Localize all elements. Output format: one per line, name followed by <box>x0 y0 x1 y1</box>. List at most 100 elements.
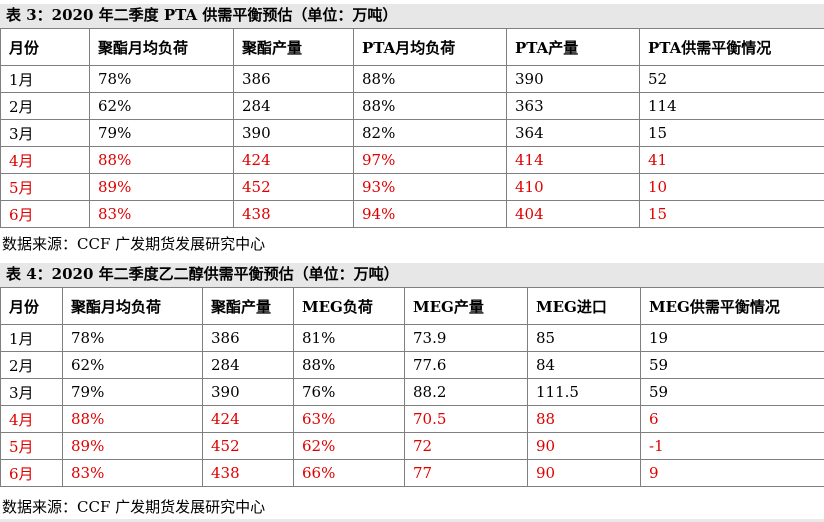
cell-month: 1月 <box>0 324 63 352</box>
cell-meg-balance: -1 <box>640 432 824 460</box>
cell-pta-output: 410 <box>506 173 640 201</box>
cell-month: 4月 <box>0 405 63 433</box>
cell-polyester-load: 88% <box>62 405 203 433</box>
table-3-title: 表 3：2020 年二季度 PTA 供需平衡预估（单位：万吨） <box>0 4 824 28</box>
cell-month: 3月 <box>0 378 63 406</box>
cell-polyester-load: 83% <box>89 200 234 228</box>
cell-polyester-output: 424 <box>202 405 294 433</box>
meg-balance-table: 月份 聚酯月均负荷 聚酯产量 MEG负荷 MEG产量 MEG进口 MEG供需平衡… <box>0 287 824 487</box>
header-meg-output: MEG产量 <box>404 287 528 325</box>
table-row-forecast: 4月 88% 424 97% 414 41 <box>0 146 824 174</box>
cell-polyester-load: 83% <box>62 459 203 487</box>
header-pta-output: PTA产量 <box>506 28 640 66</box>
table-row-forecast: 5月 89% 452 62% 72 90 -1 <box>0 432 824 460</box>
cell-meg-balance: 59 <box>640 378 824 406</box>
header-polyester-load: 聚酯月均负荷 <box>62 287 203 325</box>
cell-pta-balance: 15 <box>639 119 824 147</box>
cell-pta-balance: 10 <box>639 173 824 201</box>
table-row: 3月 79% 390 76% 88.2 111.5 59 <box>0 378 824 406</box>
cell-meg-balance: 19 <box>640 324 824 352</box>
cell-month: 5月 <box>0 173 90 201</box>
cell-pta-output: 363 <box>506 92 640 120</box>
cell-polyester-output: 284 <box>233 92 354 120</box>
cell-polyester-load: 89% <box>89 173 234 201</box>
page-bottom-edge <box>0 519 824 522</box>
cell-meg-output: 72 <box>404 432 528 460</box>
cell-meg-load: 66% <box>293 459 405 487</box>
table-row: 3月 79% 390 82% 364 15 <box>0 119 824 147</box>
table-row: 2月 62% 284 88% 363 114 <box>0 92 824 120</box>
cell-polyester-output: 438 <box>202 459 294 487</box>
cell-meg-import: 90 <box>527 432 641 460</box>
cell-meg-load: 63% <box>293 405 405 433</box>
cell-pta-balance: 15 <box>639 200 824 228</box>
cell-pta-load: 94% <box>353 200 507 228</box>
pta-balance-table: 月份 聚酯月均负荷 聚酯产量 PTA月均负荷 PTA产量 PTA供需平衡情况 1… <box>0 28 824 228</box>
table-header-row: 月份 聚酯月均负荷 聚酯产量 MEG负荷 MEG产量 MEG进口 MEG供需平衡… <box>0 287 824 325</box>
header-month: 月份 <box>0 28 90 66</box>
cell-month: 1月 <box>0 65 90 93</box>
header-polyester-load: 聚酯月均负荷 <box>89 28 234 66</box>
table-row: 1月 78% 386 88% 390 52 <box>0 65 824 93</box>
cell-meg-load: 81% <box>293 324 405 352</box>
cell-month: 6月 <box>0 200 90 228</box>
cell-polyester-load: 62% <box>62 351 203 379</box>
cell-pta-load: 88% <box>353 65 507 93</box>
cell-polyester-output: 390 <box>202 378 294 406</box>
cell-meg-load: 62% <box>293 432 405 460</box>
cell-polyester-load: 79% <box>62 378 203 406</box>
cell-meg-balance: 9 <box>640 459 824 487</box>
cell-pta-output: 404 <box>506 200 640 228</box>
table-row: 2月 62% 284 88% 77.6 84 59 <box>0 351 824 379</box>
cell-pta-output: 364 <box>506 119 640 147</box>
cell-meg-import: 111.5 <box>527 378 641 406</box>
table-4-source-note: 数据来源：CCF 广发期货发展研究中心 <box>2 498 266 516</box>
cell-meg-output: 77.6 <box>404 351 528 379</box>
cell-month: 3月 <box>0 119 90 147</box>
cell-pta-output: 390 <box>506 65 640 93</box>
cell-month: 2月 <box>0 92 90 120</box>
header-pta-balance: PTA供需平衡情况 <box>639 28 824 66</box>
cell-polyester-load: 79% <box>89 119 234 147</box>
cell-polyester-load: 62% <box>89 92 234 120</box>
header-pta-load: PTA月均负荷 <box>353 28 507 66</box>
cell-polyester-output: 386 <box>202 324 294 352</box>
cell-month: 2月 <box>0 351 63 379</box>
table-3-source-note: 数据来源：CCF 广发期货发展研究中心 <box>2 235 266 253</box>
cell-month: 6月 <box>0 459 63 487</box>
cell-polyester-output: 452 <box>202 432 294 460</box>
table-row: 1月 78% 386 81% 73.9 85 19 <box>0 324 824 352</box>
cell-meg-output: 88.2 <box>404 378 528 406</box>
cell-polyester-output: 438 <box>233 200 354 228</box>
cell-pta-balance: 52 <box>639 65 824 93</box>
cell-meg-import: 84 <box>527 351 641 379</box>
cell-polyester-load: 89% <box>62 432 203 460</box>
cell-pta-load: 97% <box>353 146 507 174</box>
header-meg-load: MEG负荷 <box>293 287 405 325</box>
cell-month: 5月 <box>0 432 63 460</box>
table-row-forecast: 6月 83% 438 66% 77 90 9 <box>0 459 824 487</box>
cell-polyester-load: 78% <box>62 324 203 352</box>
cell-meg-load: 76% <box>293 378 405 406</box>
header-polyester-output: 聚酯产量 <box>202 287 294 325</box>
table-header-row: 月份 聚酯月均负荷 聚酯产量 PTA月均负荷 PTA产量 PTA供需平衡情况 <box>0 28 824 66</box>
cell-pta-load: 88% <box>353 92 507 120</box>
cell-pta-balance: 41 <box>639 146 824 174</box>
cell-meg-output: 73.9 <box>404 324 528 352</box>
cell-meg-balance: 59 <box>640 351 824 379</box>
cell-polyester-output: 452 <box>233 173 354 201</box>
cell-polyester-output: 390 <box>233 119 354 147</box>
cell-meg-import: 85 <box>527 324 641 352</box>
cell-polyester-load: 78% <box>89 65 234 93</box>
cell-polyester-output: 284 <box>202 351 294 379</box>
cell-meg-load: 88% <box>293 351 405 379</box>
header-polyester-output: 聚酯产量 <box>233 28 354 66</box>
table-row-forecast: 4月 88% 424 63% 70.5 88 6 <box>0 405 824 433</box>
cell-polyester-output: 424 <box>233 146 354 174</box>
cell-pta-load: 82% <box>353 119 507 147</box>
header-month: 月份 <box>0 287 63 325</box>
cell-meg-output: 70.5 <box>404 405 528 433</box>
cell-month: 4月 <box>0 146 90 174</box>
cell-meg-output: 77 <box>404 459 528 487</box>
table-4-title: 表 4：2020 年二季度乙二醇供需平衡预估（单位：万吨） <box>0 263 824 287</box>
